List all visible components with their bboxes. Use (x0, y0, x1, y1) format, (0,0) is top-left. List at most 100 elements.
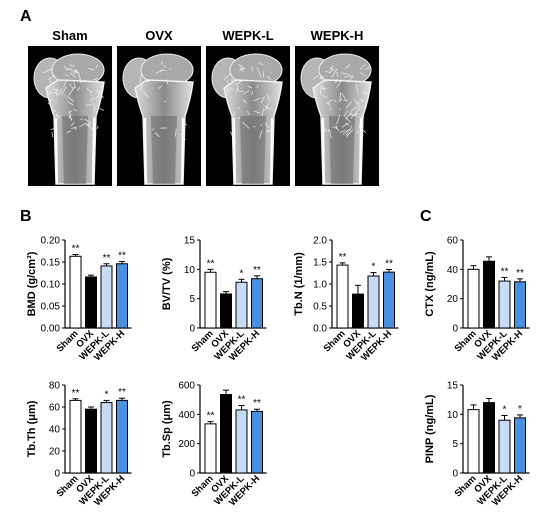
significance-marker: * (518, 404, 522, 415)
significance-marker: * (372, 262, 376, 273)
bar-ovx (220, 293, 232, 329)
y-tick-label: 15 (184, 236, 196, 247)
bar-wepk-h (116, 399, 128, 474)
y-tick-label: 60 (49, 403, 61, 414)
bar-wepk-h (514, 281, 526, 329)
bar-sham (467, 268, 480, 329)
y-axis-label: Tb.N (1/mm) (293, 252, 305, 316)
y-tick-label: 1.0 (313, 280, 327, 291)
significance-marker: * (240, 268, 244, 279)
y-axis-label: Tb.Sp (μm) (161, 400, 173, 458)
significance-marker: ** (253, 398, 261, 409)
significance-marker: ** (207, 411, 215, 422)
significance-marker: ** (501, 266, 509, 277)
bar-wepk-l (367, 275, 380, 329)
y-tick-label: 2.0 (313, 236, 327, 247)
y-tick-label: 10 (184, 265, 196, 276)
bar-wepk-h (514, 417, 526, 474)
bar-wepk-l (498, 280, 511, 329)
y-tick-label: 0.5 (313, 302, 327, 313)
y-axis-label: PINP (ng/mL) (424, 394, 436, 463)
ct-label-wepk-l: WEPK-L (222, 28, 274, 43)
bar-ovx (220, 394, 232, 474)
y-axis-label: BV/TV (%) (161, 257, 173, 310)
ct-image-wepk-h (295, 46, 379, 186)
bar-wepk-h (383, 271, 395, 329)
bar-wepk-l (100, 402, 113, 474)
y-tick-label: 5 (452, 439, 458, 450)
y-tick-label: 0 (54, 469, 60, 480)
bar-ovx (352, 293, 364, 329)
y-tick-label: 60 (447, 236, 459, 247)
bar-wepk-l (235, 281, 248, 329)
significance-marker: ** (238, 395, 246, 406)
bar-sham (204, 423, 217, 474)
y-tick-label: 40 (49, 425, 61, 436)
bar-wepk-l (100, 265, 113, 329)
bar-sham (69, 399, 82, 474)
y-tick-label: 0 (452, 324, 458, 335)
ct-label-wepk-h: WEPK-H (310, 28, 364, 43)
significance-marker: ** (253, 265, 261, 276)
y-tick-label: 400 (178, 410, 195, 421)
y-tick-label: 0 (189, 324, 195, 335)
y-tick-label: 10 (447, 410, 459, 421)
bar-wepk-l (498, 419, 511, 474)
bar-ovx (85, 408, 97, 474)
ct-image-sham (28, 46, 112, 186)
bar-ovx (483, 402, 495, 474)
significance-marker: ** (118, 251, 126, 262)
ct-image-ovx (117, 46, 201, 186)
bar-sham (336, 264, 349, 329)
y-axis-label: CTX (ng/mL) (424, 251, 436, 317)
significance-marker: * (105, 389, 109, 400)
ct-label-ovx: OVX (145, 28, 173, 43)
y-tick-label: 0 (452, 469, 458, 480)
significance-marker: ** (385, 258, 393, 269)
y-axis-label: Tb.Th (μm) (26, 400, 38, 457)
y-tick-label: 0.15 (41, 258, 61, 269)
y-tick-label: 0.20 (41, 236, 61, 247)
bar-wepk-l (235, 409, 248, 474)
y-tick-label: 5 (189, 294, 195, 305)
bar-sham (204, 271, 217, 329)
y-tick-label: 15 (447, 381, 459, 392)
y-tick-label: 200 (178, 439, 195, 450)
bar-wepk-h (251, 410, 263, 474)
y-tick-label: 20 (49, 447, 61, 458)
y-tick-label: 0 (189, 469, 195, 480)
y-tick-label: 600 (178, 381, 195, 392)
bar-sham (467, 409, 480, 474)
panel-a-letter: A (20, 8, 32, 25)
y-tick-label: 0.00 (41, 324, 61, 335)
y-axis-label: BMD (g/cm³) (26, 251, 38, 316)
y-tick-label: 80 (49, 381, 61, 392)
bar-ovx (85, 276, 97, 329)
significance-marker: ** (103, 253, 111, 264)
bar-wepk-h (251, 278, 263, 329)
y-tick-label: 1.5 (313, 258, 327, 269)
y-tick-label: 20 (447, 294, 459, 305)
significance-marker: ** (72, 388, 80, 399)
y-tick-label: 0.0 (313, 324, 327, 335)
y-tick-label: 0.10 (41, 280, 61, 291)
panel-b-letter: B (20, 208, 32, 225)
chart-tbn: 0.00.51.01.52.0Tb.N (1/mm) **ShamOVX*WEPK… (293, 236, 399, 363)
significance-marker: ** (207, 258, 215, 269)
bar-wepk-h (116, 263, 128, 329)
y-tick-label: 40 (447, 265, 459, 276)
significance-marker: ** (118, 387, 126, 398)
significance-marker: ** (516, 268, 524, 279)
significance-marker: ** (72, 244, 80, 255)
ct-image-wepk-l (206, 46, 290, 186)
ct-label-sham: Sham (52, 28, 88, 43)
bar-ovx (483, 260, 495, 329)
significance-marker: ** (339, 252, 347, 263)
bar-sham (69, 255, 82, 329)
